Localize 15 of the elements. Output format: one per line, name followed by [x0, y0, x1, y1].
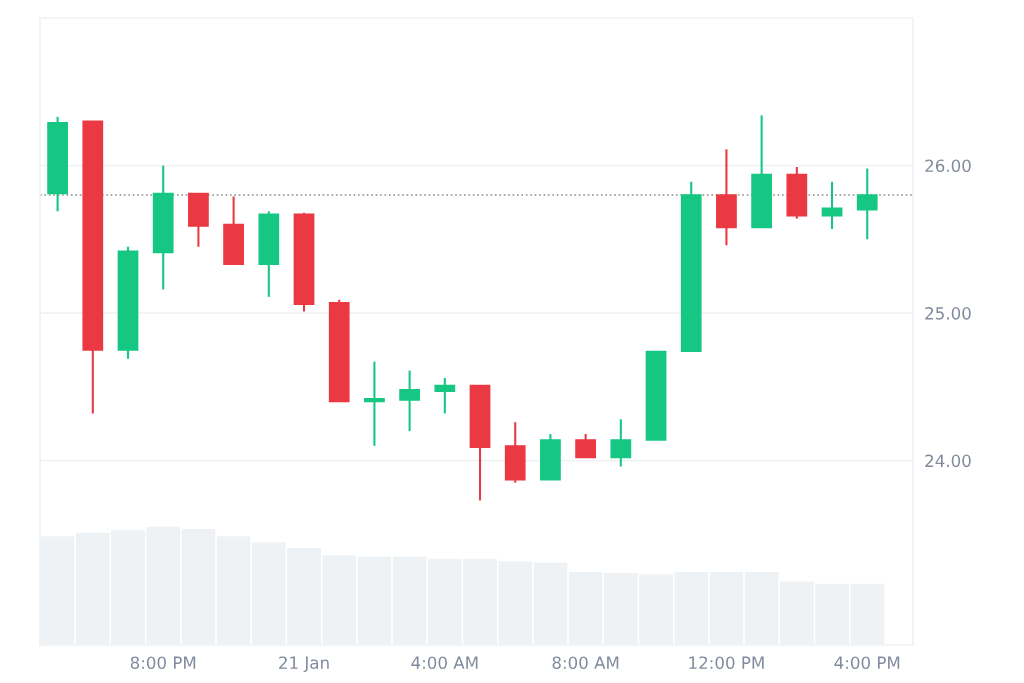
candlestick — [575, 432, 597, 459]
y-tick-label: 26.00 — [925, 159, 971, 173]
candlestick — [610, 418, 632, 468]
candlestick — [364, 360, 385, 447]
y-tick-label: 25.00 — [925, 307, 971, 320]
candlestick — [856, 167, 878, 241]
x-tick-label: 4:00 PM — [834, 656, 900, 670]
candlestick — [399, 369, 420, 433]
y-tick-label: 24.00 — [925, 454, 971, 468]
x-tick-label: 8:00 AM — [552, 656, 619, 670]
x-tick-label: 21 Jan — [279, 656, 329, 673]
x-tick-label: 12:00 PM — [689, 656, 764, 670]
candlestick — [434, 376, 456, 415]
x-tick-label: 4:00 AM — [411, 656, 478, 670]
x-tick-label: 8:00 PM — [130, 656, 196, 670]
